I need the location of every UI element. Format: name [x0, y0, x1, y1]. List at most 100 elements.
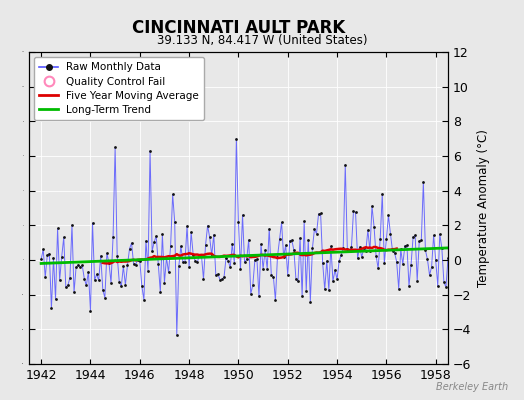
Point	[325, 287, 333, 293]
Point	[189, 252, 198, 258]
Point	[304, 236, 312, 243]
Point	[314, 211, 323, 217]
Point	[425, 272, 434, 278]
Point	[205, 234, 214, 240]
Point	[339, 245, 347, 251]
Point	[267, 272, 276, 278]
Point	[380, 260, 388, 267]
Point	[177, 243, 185, 250]
Point	[136, 258, 144, 264]
Point	[352, 209, 360, 216]
Point	[216, 276, 224, 283]
Point	[428, 264, 436, 270]
Point	[80, 276, 89, 282]
Point	[78, 262, 86, 269]
Point	[228, 241, 236, 247]
Point	[241, 259, 249, 266]
Point	[53, 225, 62, 232]
Point	[448, 256, 456, 262]
Point	[158, 231, 167, 237]
Point	[170, 219, 179, 226]
Point	[312, 230, 321, 237]
Point	[347, 244, 356, 250]
Point	[162, 254, 171, 261]
Point	[341, 162, 350, 168]
Point	[366, 248, 374, 254]
Point	[134, 256, 142, 263]
Point	[294, 278, 302, 284]
Point	[105, 260, 113, 266]
Point	[199, 276, 208, 282]
Point	[359, 245, 368, 252]
Point	[62, 284, 70, 290]
Point	[364, 227, 372, 234]
Point	[238, 212, 247, 218]
Point	[274, 254, 282, 260]
Point	[74, 262, 82, 268]
Point	[277, 219, 286, 226]
Point	[220, 274, 228, 280]
Point	[355, 244, 364, 250]
Point	[224, 258, 232, 264]
Point	[316, 210, 325, 217]
Point	[335, 258, 343, 264]
Point	[275, 236, 283, 242]
Point	[279, 254, 288, 260]
Point	[283, 272, 292, 278]
Point	[300, 218, 308, 224]
Point	[37, 256, 46, 262]
Point	[214, 271, 222, 277]
Point	[372, 253, 380, 259]
Point	[250, 257, 259, 263]
Point	[407, 262, 415, 268]
Point	[419, 179, 428, 185]
Point	[187, 229, 195, 236]
Point	[248, 282, 257, 288]
Point	[431, 257, 440, 263]
Point	[452, 246, 461, 252]
Point	[210, 232, 218, 238]
Point	[154, 260, 162, 267]
Point	[323, 258, 331, 264]
Point	[174, 263, 183, 269]
Point	[172, 331, 181, 338]
Point	[160, 279, 169, 286]
Point	[86, 308, 95, 314]
Point	[167, 243, 175, 249]
Point	[113, 252, 122, 259]
Point	[89, 220, 97, 226]
Point	[413, 278, 421, 284]
Point	[96, 252, 105, 259]
Point	[319, 260, 327, 266]
Point	[399, 261, 407, 268]
Point	[333, 276, 341, 283]
Point	[433, 283, 442, 289]
Point	[183, 223, 191, 229]
Point	[255, 293, 263, 300]
Point	[41, 274, 49, 280]
Point	[405, 283, 413, 289]
Point	[99, 287, 107, 293]
Point	[39, 246, 47, 252]
Point	[117, 283, 125, 290]
Point	[82, 282, 91, 289]
Point	[265, 225, 274, 232]
Point	[56, 277, 64, 283]
Point	[343, 246, 352, 252]
Point	[331, 267, 339, 273]
Point	[417, 237, 425, 244]
Point	[288, 237, 296, 243]
Point	[90, 277, 99, 283]
Point	[197, 252, 205, 258]
Point	[368, 203, 376, 209]
Point	[70, 289, 78, 296]
Point	[444, 255, 452, 261]
Point	[119, 263, 127, 270]
Point	[435, 231, 444, 238]
Point	[144, 268, 152, 274]
Point	[292, 276, 300, 282]
Point	[440, 279, 448, 286]
Point	[72, 264, 80, 271]
Point	[454, 277, 463, 283]
Point	[384, 212, 392, 219]
